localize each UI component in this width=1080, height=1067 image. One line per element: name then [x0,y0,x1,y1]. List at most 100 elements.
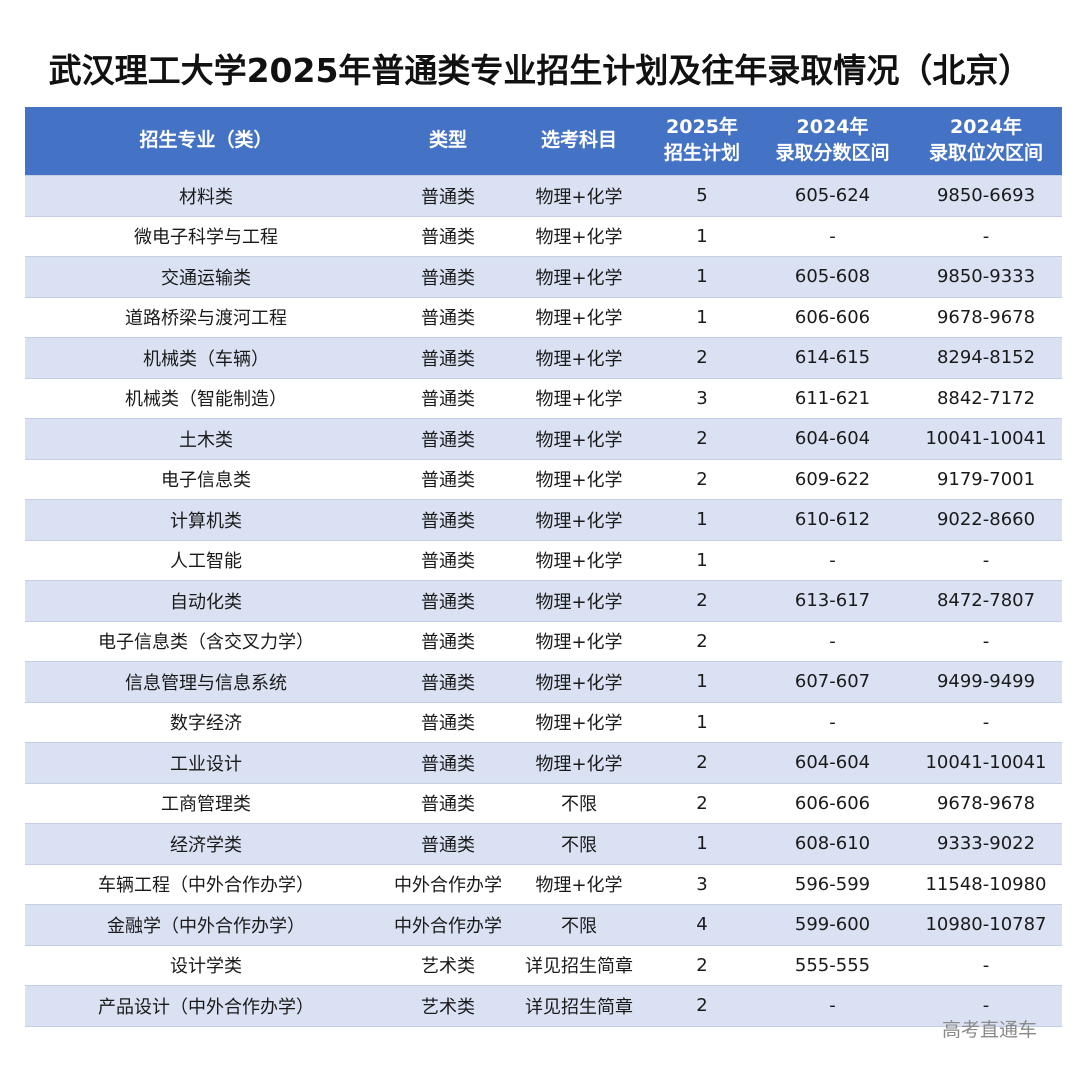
cell-type: 普通类 [387,701,509,743]
cell-score: - [755,701,910,743]
cell-plan: 1 [649,823,755,864]
cell-subjects: 物理+化学 [509,296,649,338]
cell-type: 普通类 [387,458,509,500]
cell-score: 605-608 [755,256,910,297]
cell-type: 中外合作办学 [387,863,509,905]
table-row: 工商管理类 普通类 不限 2 606-606 9678-9678 [25,782,1062,824]
cell-rank: 9499-9499 [910,661,1062,702]
cell-type: 普通类 [387,661,509,702]
cell-score: 613-617 [755,580,910,621]
table-row: 自动化类 普通类 物理+化学 2 613-617 8472-7807 [25,580,1062,621]
cell-type: 普通类 [387,823,509,864]
cell-subjects: 物理+化学 [509,863,649,905]
cell-rank: 11548-10980 [910,863,1062,905]
cell-rank: 9333-9022 [910,823,1062,864]
cell-type: 普通类 [387,580,509,621]
cell-score: 611-621 [755,377,910,419]
cell-plan: 2 [649,944,755,986]
cell-rank: - [910,944,1062,986]
header-score-line2: 录取分数区间 [775,142,890,164]
cell-rank: 9678-9678 [910,782,1062,824]
table-row: 交通运输类 普通类 物理+化学 1 605-608 9850-9333 [25,256,1062,297]
cell-subjects: 不限 [509,823,649,864]
cell-score: - [755,985,910,1027]
table-row: 机械类（智能制造） 普通类 物理+化学 3 611-621 8842-7172 [25,377,1062,419]
cell-score: 599-600 [755,904,910,945]
cell-type: 普通类 [387,175,509,216]
cell-plan: 2 [649,985,755,1027]
cell-type: 普通类 [387,377,509,419]
table-header-row: 招生专业（类） 类型 选考科目 2025年 招生计划 2024年 录取分数区间 … [25,107,1062,176]
table-row: 车辆工程（中外合作办学） 中外合作办学 物理+化学 3 596-599 11548-109… [25,863,1062,905]
cell-plan: 2 [649,458,755,500]
header-plan-line2: 招生计划 [663,142,740,164]
cell-score: 606-606 [755,296,910,338]
cell-plan: 2 [649,742,755,783]
cell-score: 606-606 [755,782,910,824]
cell-subjects: 物理+化学 [509,256,649,297]
cell-plan: 2 [649,782,755,824]
cell-subjects: 详见招生简章 [509,985,649,1027]
cell-rank: 10041-10041 [910,742,1062,783]
cell-major: 微电子科学与工程 [25,215,387,257]
cell-major: 交通运输类 [25,256,387,297]
cell-major: 人工智能 [25,539,387,581]
cell-plan: 1 [649,215,755,257]
cell-major: 机械类（智能制造） [25,377,387,419]
cell-score: 604-604 [755,742,910,783]
cell-type: 普通类 [387,337,509,378]
cell-subjects: 详见招生简章 [509,944,649,986]
cell-major: 产品设计（中外合作办学） [25,985,387,1027]
table-row: 材料类 普通类 物理+化学 5 605-624 9850-6693 [25,175,1062,216]
header-plan-line1: 2025年 [666,116,738,139]
cell-score: 609-622 [755,458,910,500]
cell-major: 材料类 [25,175,387,216]
cell-major: 设计学类 [25,944,387,986]
cell-plan: 2 [649,337,755,378]
cell-plan: 4 [649,904,755,945]
cell-score: 608-610 [755,823,910,864]
cell-score: 555-555 [755,944,910,986]
cell-type: 普通类 [387,539,509,581]
cell-major: 电子信息类 [25,458,387,500]
cell-subjects: 物理+化学 [509,418,649,459]
cell-type: 普通类 [387,296,509,338]
cell-rank: 9179-7001 [910,458,1062,500]
header-rank-line1: 2024年 [950,116,1022,139]
cell-rank: 8472-7807 [910,580,1062,621]
cell-rank: - [910,701,1062,743]
header-subjects: 选考科目 [509,107,649,176]
cell-rank: 8842-7172 [910,377,1062,419]
table-row: 数字经济 普通类 物理+化学 1- - [25,701,1062,743]
cell-score: 614-615 [755,337,910,378]
cell-plan: 3 [649,377,755,419]
cell-subjects: 物理+化学 [509,620,649,662]
page-title: 武汉理工大学2025年普通类专业招生计划及往年录取情况（北京） [48,51,1032,90]
cell-plan: 1 [649,701,755,743]
table-row: 计算机类 普通类 物理+化学 1 610-612 9022-8660 [25,499,1062,540]
cell-subjects: 物理+化学 [509,175,649,216]
header-rank: 2024年 录取位次区间 [910,107,1062,176]
table-row: 经济学类 普通类 不限 1 608-610 9333-9022 [25,823,1062,864]
table-row: 微电子科学与工程 普通类 物理+化学 1- - [25,215,1062,257]
cell-major: 车辆工程（中外合作办学） [25,863,387,905]
cell-plan: 2 [649,580,755,621]
table-row: 工业设计 普通类 物理+化学 2 604-604 10041-10041 [25,742,1062,783]
admissions-table: 招生专业（类） 类型 选考科目 2025年 招生计划 2024年 录取分数区间 … [25,107,1062,1027]
cell-type: 中外合作办学 [387,904,509,945]
cell-rank: 9850-6693 [910,175,1062,216]
cell-plan: 1 [649,539,755,581]
cell-plan: 1 [649,256,755,297]
cell-type: 普通类 [387,782,509,824]
cell-type: 普通类 [387,620,509,662]
cell-subjects: 物理+化学 [509,215,649,257]
cell-major: 电子信息类（含交叉力学） [25,620,387,662]
table-row: 信息管理与信息系统 普通类 物理+化学 1 607-607 9499-9499 [25,661,1062,702]
cell-major: 数字经济 [25,701,387,743]
cell-subjects: 物理+化学 [509,661,649,702]
cell-rank: 9678-9678 [910,296,1062,338]
header-score: 2024年 录取分数区间 [755,107,910,176]
cell-subjects: 物理+化学 [509,742,649,783]
cell-major: 工商管理类 [25,782,387,824]
cell-score: 607-607 [755,661,910,702]
